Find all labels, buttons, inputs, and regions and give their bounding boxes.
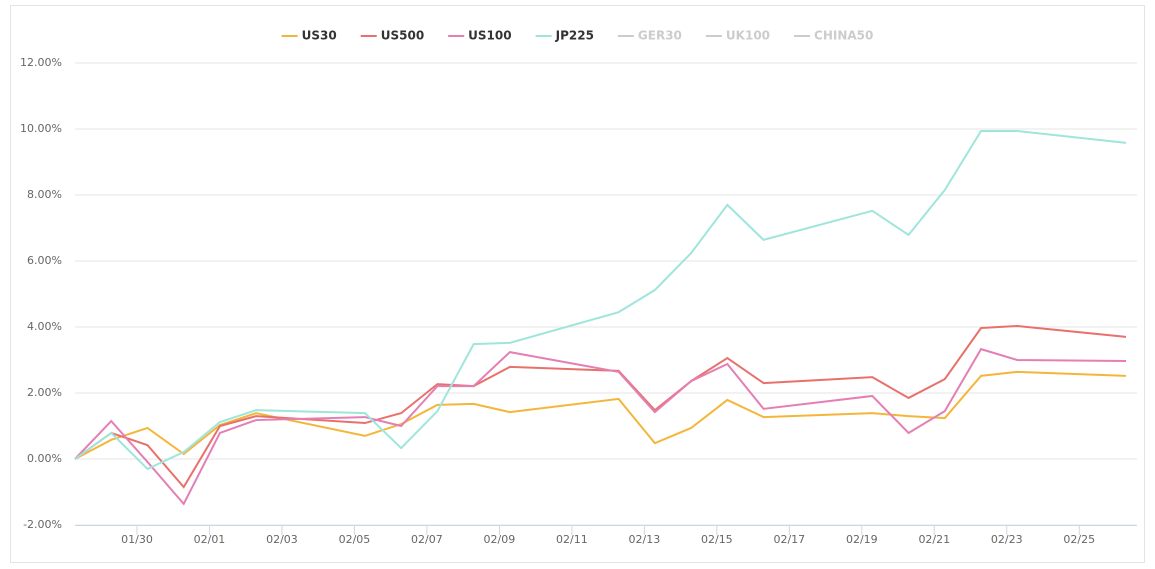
- x-tick-label: 02/17: [773, 533, 805, 546]
- y-tick-label: 0.00%: [27, 452, 62, 465]
- legend-label: US30: [302, 29, 337, 43]
- x-tick-label: 02/19: [846, 533, 878, 546]
- legend-item[interactable]: UK100: [705, 29, 770, 43]
- legend-item[interactable]: US500: [360, 29, 424, 43]
- legend-label: JP225: [555, 29, 594, 43]
- legend-item[interactable]: JP225: [535, 29, 594, 43]
- y-tick-label: 4.00%: [27, 320, 62, 333]
- y-tick-label: 10.00%: [20, 122, 62, 135]
- frame: [10, 5, 1145, 563]
- legend-label: US500: [381, 29, 424, 43]
- line-series: [74, 347, 1127, 506]
- y-tick-label: 6.00%: [27, 254, 62, 267]
- x-tick-label: 01/30: [121, 533, 153, 546]
- legend-label: GER30: [638, 29, 682, 43]
- y-tick-label: 2.00%: [27, 386, 62, 399]
- x-tick-label: 02/05: [339, 533, 371, 546]
- x-tick-label: 02/11: [556, 533, 588, 546]
- legend-label: CHINA50: [814, 29, 873, 43]
- line-series: [74, 370, 1127, 460]
- y-tick-label: 8.00%: [27, 188, 62, 201]
- x-tick-label: 02/23: [991, 533, 1023, 546]
- x-tick-label: 02/21: [918, 533, 950, 546]
- legend-item[interactable]: GER30: [617, 29, 682, 43]
- x-tick-label: 02/03: [266, 533, 298, 546]
- legend-label: US100: [468, 29, 511, 43]
- x-tick-label: 02/01: [194, 533, 226, 546]
- x-tick-label: 02/09: [484, 533, 516, 546]
- line-series: [74, 129, 1127, 471]
- x-tick-label: 02/15: [701, 533, 733, 546]
- line-series: [74, 325, 1127, 489]
- x-tick-label: 02/07: [411, 533, 443, 546]
- legend-item[interactable]: US100: [448, 29, 512, 43]
- legend-item[interactable]: CHINA50: [794, 29, 873, 43]
- y-tick-label: 12.00%: [20, 56, 62, 69]
- y-tick-label: -2.00%: [23, 518, 62, 531]
- legend-item[interactable]: US30: [281, 29, 337, 43]
- x-tick-label: 02/25: [1063, 533, 1095, 546]
- x-tick-label: 02/13: [629, 533, 661, 546]
- legend-label: UK100: [726, 29, 770, 43]
